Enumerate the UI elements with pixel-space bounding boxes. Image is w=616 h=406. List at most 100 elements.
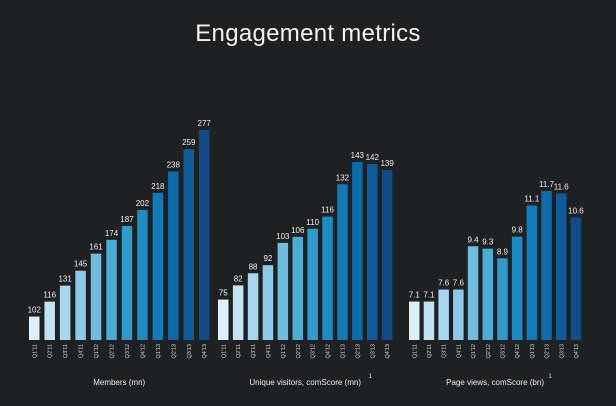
x-tick-label: Q2'11: [427, 344, 433, 358]
bar-value-label: 174: [105, 229, 119, 238]
bar: [44, 301, 55, 340]
bar: [121, 225, 133, 340]
bar: [198, 130, 210, 340]
bar-value-label: 8.9: [497, 247, 509, 256]
x-tick-label: Q1'13: [530, 344, 536, 359]
bar-value-label: 82: [234, 274, 243, 283]
bar: [526, 205, 538, 340]
bar: [75, 270, 86, 340]
bar-value-label: 9.4: [467, 235, 479, 244]
slide-title: Engagement metrics: [195, 20, 421, 47]
x-tick-label: Q2'13: [355, 344, 361, 359]
bar: [367, 164, 378, 340]
bar-value-label: 131: [58, 275, 72, 284]
bar-value-label: 132: [336, 173, 350, 182]
x-axis-label: Unique visitors, comScore (mn): [249, 378, 361, 387]
x-tick-label: Q2'12: [110, 344, 116, 359]
bar-value-label: 277: [198, 119, 212, 128]
x-tick-label: Q2'11: [48, 344, 54, 358]
x-tick-label: Q1'13: [156, 344, 162, 359]
bar: [511, 236, 523, 340]
bar-value-label: 9.3: [482, 238, 494, 247]
x-tick-label: Q2'13: [545, 344, 551, 359]
bar: [438, 289, 449, 340]
x-tick-label: Q1'11: [32, 344, 38, 358]
x-tick-label: Q1'13: [340, 344, 346, 359]
bar-value-label: 202: [136, 199, 150, 208]
x-tick-label: Q3'11: [63, 344, 69, 358]
bar-value-label: 102: [28, 306, 42, 315]
x-tick-label: Q3'11: [251, 344, 257, 358]
x-tick-label: Q3'12: [125, 344, 131, 359]
bar-value-label: 9.8: [512, 226, 524, 235]
bar-value-label: 7.1: [409, 291, 421, 300]
x-tick-label: Q1'12: [281, 344, 287, 359]
x-tick-label: Q3'11: [442, 344, 448, 358]
bar: [482, 248, 493, 340]
bar: [262, 265, 274, 340]
x-tick-label: Q4'11: [456, 344, 462, 358]
x-axis-label: Page views, comScore (bn): [446, 378, 544, 387]
x-tick-label: Q4'12: [140, 344, 146, 359]
bar: [218, 299, 229, 340]
x-tick-label: Q4'11: [266, 344, 272, 358]
bar: [570, 217, 582, 340]
bar-value-label: 143: [351, 151, 365, 160]
x-tick-label: Q2'13: [171, 344, 177, 359]
x-tick-label: Q3'13: [559, 344, 565, 359]
x-tick-label: Q2'12: [296, 344, 302, 359]
bar-value-label: 11.6: [554, 182, 570, 191]
x-tick-label: Q3'13: [187, 344, 193, 359]
x-tick-label: Q4'11: [79, 344, 85, 358]
bar-value-label: 139: [380, 159, 394, 168]
bar: [322, 216, 333, 340]
x-tick-label: Q3'13: [370, 344, 376, 359]
x-tick-label: Q1'11: [221, 344, 227, 358]
footnote-marker: 1: [548, 374, 552, 380]
bar-value-label: 88: [249, 262, 258, 271]
x-tick-label: Q4'12: [515, 344, 521, 359]
bar: [337, 184, 348, 340]
bar: [556, 193, 567, 340]
bar-value-label: 142: [366, 153, 380, 162]
bar-value-label: 238: [167, 161, 181, 170]
bar-value-label: 161: [89, 243, 103, 252]
bar-value-label: 116: [321, 206, 334, 215]
bar: [467, 246, 479, 340]
x-tick-label: Q4'13: [385, 344, 391, 359]
bar-value-label: 106: [291, 226, 305, 235]
bar: [423, 301, 435, 340]
bar-value-label: 7.1: [423, 291, 435, 300]
x-tick-label: Q1'11: [412, 344, 418, 358]
bar: [277, 242, 289, 340]
bar: [90, 253, 102, 340]
x-tick-label: Q1'12: [471, 344, 477, 359]
bar: [183, 149, 194, 340]
bar: [137, 209, 148, 340]
x-tick-label: Q1'12: [94, 344, 100, 359]
bar: [292, 236, 303, 340]
x-tick-label: Q2'11: [236, 344, 242, 358]
bar: [541, 191, 552, 340]
bar: [232, 285, 244, 340]
bar-value-label: 218: [151, 182, 165, 191]
bar: [453, 289, 464, 340]
x-tick-label: Q3'12: [500, 344, 506, 359]
bar: [247, 273, 259, 340]
bar-value-label: 7.6: [453, 279, 465, 288]
bar: [352, 162, 363, 340]
bar: [168, 171, 179, 340]
bar-value-label: 10.6: [568, 206, 584, 215]
bar: [29, 316, 40, 340]
x-tick-label: Q3'12: [311, 344, 317, 359]
bar: [409, 301, 420, 340]
x-tick-label: Q4'12: [326, 344, 332, 359]
bar-value-label: 116: [43, 291, 56, 300]
bar: [381, 170, 393, 340]
bar-value-label: 11.1: [524, 194, 540, 203]
bar: [152, 192, 164, 340]
bar-value-label: 103: [276, 232, 290, 241]
bar: [59, 285, 71, 340]
bar-value-label: 11.7: [539, 180, 555, 189]
